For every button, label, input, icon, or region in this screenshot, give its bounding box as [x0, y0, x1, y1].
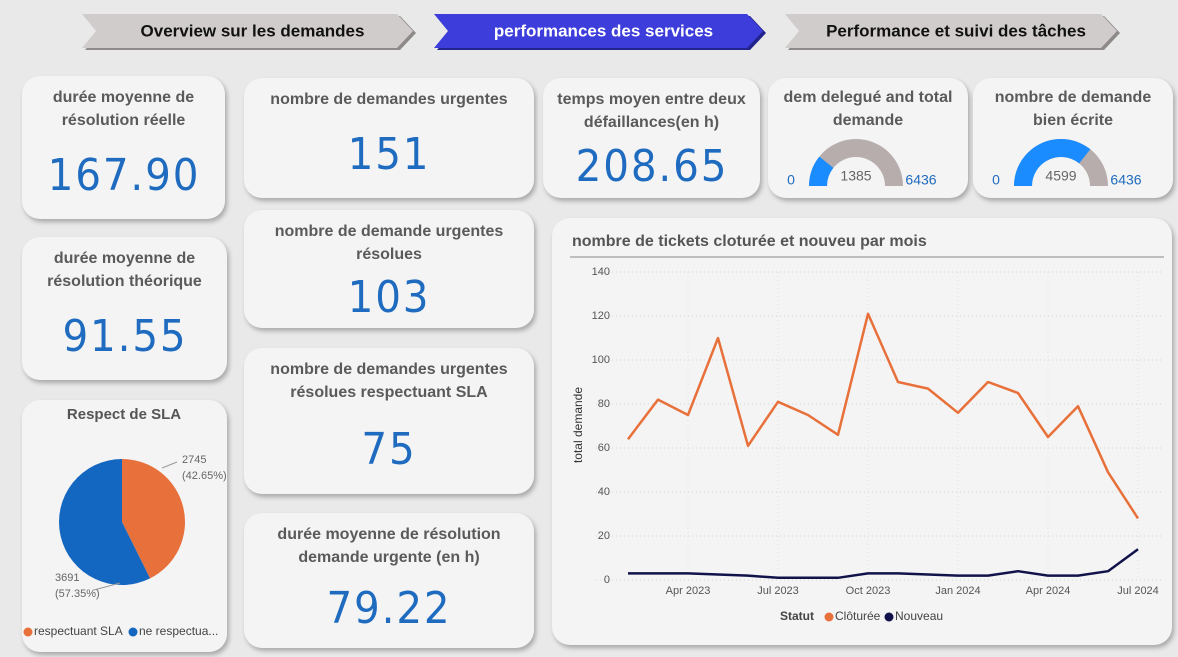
- data-label: 2745: [182, 454, 206, 466]
- chart-canvas: 0 6436 4599: [992, 139, 1142, 188]
- kpi-card: nombre de demandes urgentes résolues res…: [244, 348, 534, 494]
- nav-bar: Overview sur les demandes performances de…: [82, 14, 1120, 50]
- x-tick-label: Oct 2023: [846, 585, 891, 597]
- kpi-value: 91.55: [61, 311, 188, 362]
- kpi-card: temps moyen entre deux défaillances(en h…: [543, 78, 760, 198]
- gauge-card: nombre de demande bien écrite 0 6436 4599: [973, 78, 1173, 198]
- x-tick-label: Jul 2023: [757, 585, 799, 597]
- y-tick-label: 140: [592, 266, 610, 278]
- data-label: 3691: [55, 572, 79, 584]
- x-tick-label: Apr 2023: [666, 585, 711, 597]
- kpi-label: durée moyenne de résolution demande urge…: [277, 526, 501, 566]
- x-tick-label: Jan 2024: [935, 585, 980, 597]
- leader-line: [161, 461, 178, 469]
- kpi-label: nombre de demande urgentes résolues: [274, 223, 504, 263]
- kpi-label: durée moyenne de résolution théorique: [47, 250, 202, 290]
- legend-title: Statut: [780, 609, 814, 623]
- gauge-min: 0: [787, 172, 795, 188]
- kpi-value: 208.65: [575, 140, 728, 192]
- pie-slice: [59, 459, 151, 585]
- nav-tab-label[interactable]: performances des services: [494, 21, 713, 40]
- legend-label: Clôturée: [835, 609, 881, 623]
- line-card: nombre de tickets cloturée et nouveu par…: [552, 218, 1172, 645]
- legend-label: Nouveau: [895, 609, 943, 623]
- kpi-card: durée moyenne de résolution demande urge…: [244, 513, 534, 648]
- gauge-max: 6436: [905, 172, 936, 188]
- gauge-fill: [809, 156, 834, 186]
- nav-tab-label[interactable]: Overview sur les demandes: [141, 21, 365, 40]
- x-tick-label: Apr 2024: [1026, 585, 1071, 597]
- legend-label: ne respectua...: [139, 624, 218, 638]
- kpi-label: nombre de demandes urgentes résolues res…: [270, 361, 508, 401]
- series-line: [627, 312, 1140, 520]
- gauge-value: 1385: [840, 168, 871, 184]
- kpi-card: durée moyenne de résolution théorique 91.…: [22, 237, 227, 380]
- y-tick-label: 100: [592, 354, 610, 366]
- leader-line: [93, 582, 121, 591]
- nav-tab[interactable]: [434, 14, 763, 48]
- kpi-value: 151: [347, 129, 431, 180]
- kpi-label: durée moyenne de résolution réelle: [52, 89, 195, 129]
- chart-canvas: Respect de SLA 2745 (42.65%) respectuant SL…: [23, 406, 227, 638]
- legend-marker: [824, 612, 834, 622]
- legend-marker: [23, 627, 33, 637]
- kpi-value: 75: [361, 423, 417, 475]
- kpi-card: nombre de demandes urgentes 151: [244, 78, 534, 198]
- percent-label: (42.65%): [182, 470, 227, 482]
- gauge-card: dem delegué and total demande 0 6436 1385: [768, 78, 968, 198]
- y-tick-label: 0: [604, 574, 610, 586]
- series-line: [628, 548, 1139, 580]
- chart-title: nombre de tickets cloturée et nouveu par…: [572, 233, 927, 250]
- gauge-value: 4599: [1045, 168, 1076, 184]
- kpi-value: 103: [347, 271, 431, 323]
- kpi-card: nombre de demande urgentes résolues 103: [244, 210, 534, 328]
- gauge-title: nombre de demande bien écrite: [994, 89, 1152, 129]
- legend-marker: [884, 612, 894, 622]
- y-tick-label: 80: [598, 398, 610, 410]
- y-axis-label: total demande: [571, 387, 585, 463]
- kpi-card: durée moyenne de résolution réelle 167.90: [22, 76, 225, 219]
- gauge-track: [809, 139, 903, 186]
- y-tick-label: 40: [598, 486, 610, 498]
- kpi-label: nombre de demandes urgentes: [270, 91, 508, 108]
- chart-canvas: 0 6436 1385: [787, 139, 937, 188]
- legend-label: respectuant SLA: [34, 624, 123, 638]
- legend-marker: [128, 627, 138, 637]
- gauge-fill: [1014, 139, 1091, 186]
- y-tick-label: 60: [598, 442, 610, 454]
- gauge-min: 0: [992, 172, 1000, 188]
- kpi-value: 167.90: [47, 150, 200, 201]
- gauge-max: 6436: [1110, 172, 1141, 188]
- pie-slice: [122, 459, 186, 579]
- percent-label: (57.35%): [55, 588, 100, 600]
- kpi-label: temps moyen entre deux défaillances(en h…: [557, 91, 746, 131]
- pie-card: Respect de SLA 2745 (42.65%) respectuant SL…: [22, 400, 227, 652]
- kpi-value: 79.22: [326, 583, 452, 634]
- nav-tab[interactable]: [82, 14, 413, 48]
- nav-tab[interactable]: [785, 14, 1117, 48]
- chart-title: Respect de SLA: [67, 406, 181, 423]
- x-tick-label: Jul 2024: [1117, 585, 1159, 597]
- y-tick-label: 20: [598, 530, 610, 542]
- y-tick-label: 120: [592, 310, 610, 322]
- chart-canvas: nombre de tickets cloturée et nouveu par…: [570, 233, 1164, 623]
- gauge-title: dem delegué and total demande: [783, 89, 953, 129]
- nav-tab-label[interactable]: Performance et suivi des tâches: [826, 21, 1086, 40]
